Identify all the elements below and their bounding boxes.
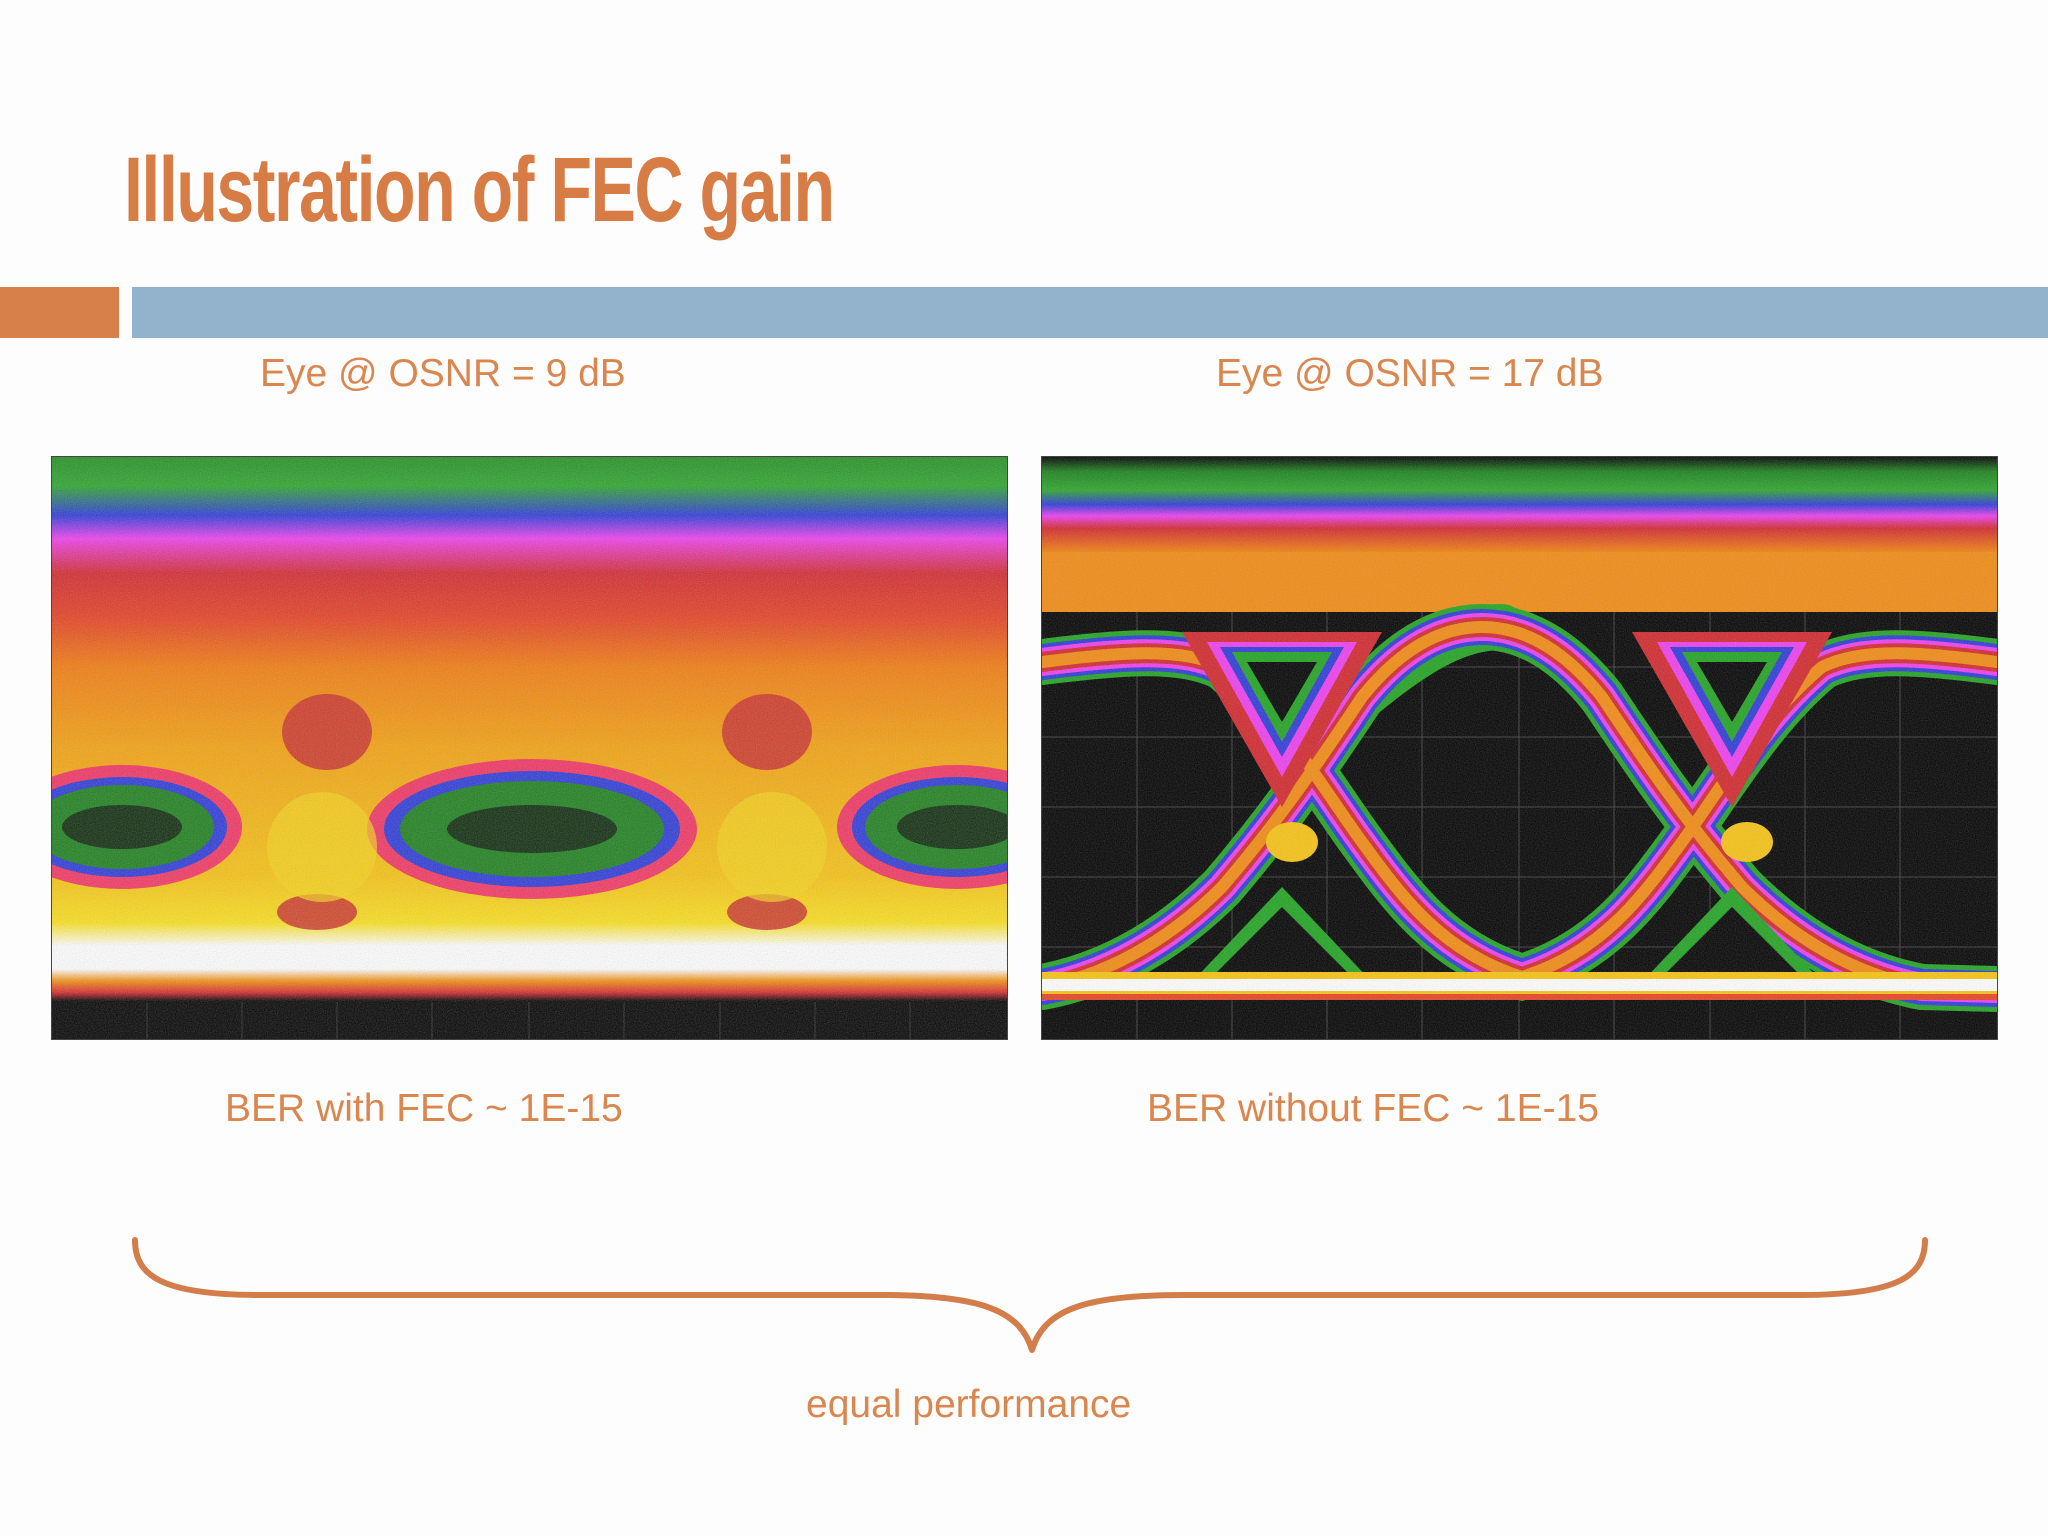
caption-eye-osnr-17: Eye @ OSNR = 17 dB	[1216, 352, 1604, 395]
caption-equal-performance: equal performance	[806, 1383, 1132, 1426]
caption-ber-with-fec: BER with FEC ~ 1E-15	[225, 1087, 623, 1130]
eye-diagram-osnr-17	[1041, 456, 1998, 1040]
curly-brace	[132, 1237, 1928, 1353]
accent-bar-blue	[132, 287, 2048, 338]
slide-title: Illustration of FEC gain	[124, 139, 835, 241]
eye-diagram-osnr-9	[51, 456, 1008, 1040]
caption-ber-without-fec: BER without FEC ~ 1E-15	[1147, 1087, 1599, 1130]
caption-eye-osnr-9: Eye @ OSNR = 9 dB	[260, 352, 626, 395]
accent-bar-orange	[0, 287, 119, 338]
